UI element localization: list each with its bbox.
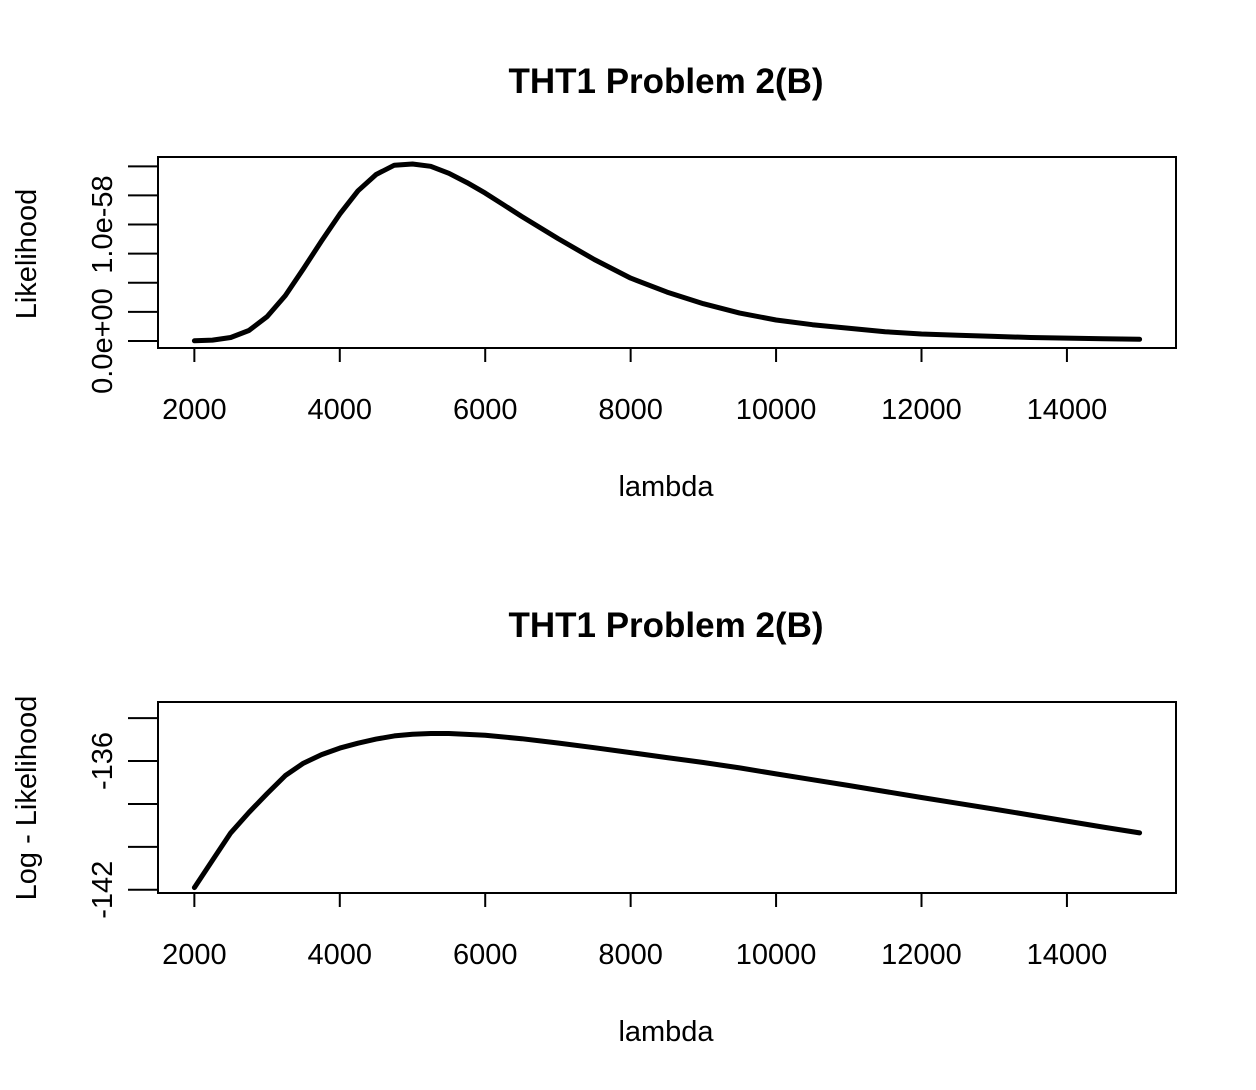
y-axis: 0.0e+00 1.0e-58 <box>87 165 159 394</box>
likelihood-panel: THT1 Problem 2(B) 2000 4000 6000 8000 10000 1… <box>11 62 1177 503</box>
x-tick-label: 12000 <box>881 394 962 426</box>
x-axis-label: lambda <box>618 471 714 503</box>
series-group <box>191 731 1143 891</box>
x-tick-label: 6000 <box>453 939 518 971</box>
series-group <box>191 161 1143 344</box>
x-axis: 2000 4000 6000 8000 10000 12000 14000 <box>162 347 1108 426</box>
y-axis-label: Likelihood <box>11 189 43 320</box>
series-line <box>191 161 1143 344</box>
x-tick-label: 12000 <box>881 939 962 971</box>
x-tick-label: 2000 <box>162 394 227 426</box>
x-tick-label: 14000 <box>1027 939 1108 971</box>
plot-frame <box>157 156 1177 349</box>
x-tick-label: 10000 <box>736 939 817 971</box>
y-tick-label: -142 <box>87 861 119 919</box>
series-line <box>191 731 1143 891</box>
y-axis-label: Log - Likelihood <box>11 696 43 901</box>
chart-title: THT1 Problem 2(B) <box>508 62 823 101</box>
y-tick-label: 0.0e+00 <box>87 288 119 394</box>
x-tick-label: 14000 <box>1027 394 1108 426</box>
chart-title: THT1 Problem 2(B) <box>508 606 823 645</box>
x-tick-label: 8000 <box>598 939 663 971</box>
x-tick-label: 4000 <box>308 939 373 971</box>
log-likelihood-panel: THT1 Problem 2(B) 2000 4000 6000 8000 10000 1… <box>11 606 1177 1048</box>
x-tick-label: 10000 <box>736 394 817 426</box>
x-tick-label: 8000 <box>598 394 663 426</box>
y-axis: -142 -136 <box>87 717 159 919</box>
x-axis-label: lambda <box>618 1016 714 1048</box>
plot-frame <box>157 701 1177 894</box>
x-tick-label: 4000 <box>308 394 373 426</box>
x-tick-label: 6000 <box>453 394 518 426</box>
x-axis: 2000 4000 6000 8000 10000 12000 14000 <box>162 892 1108 971</box>
x-tick-label: 2000 <box>162 939 227 971</box>
y-tick-label: -136 <box>87 732 119 790</box>
y-tick-label: 1.0e-58 <box>87 175 119 273</box>
